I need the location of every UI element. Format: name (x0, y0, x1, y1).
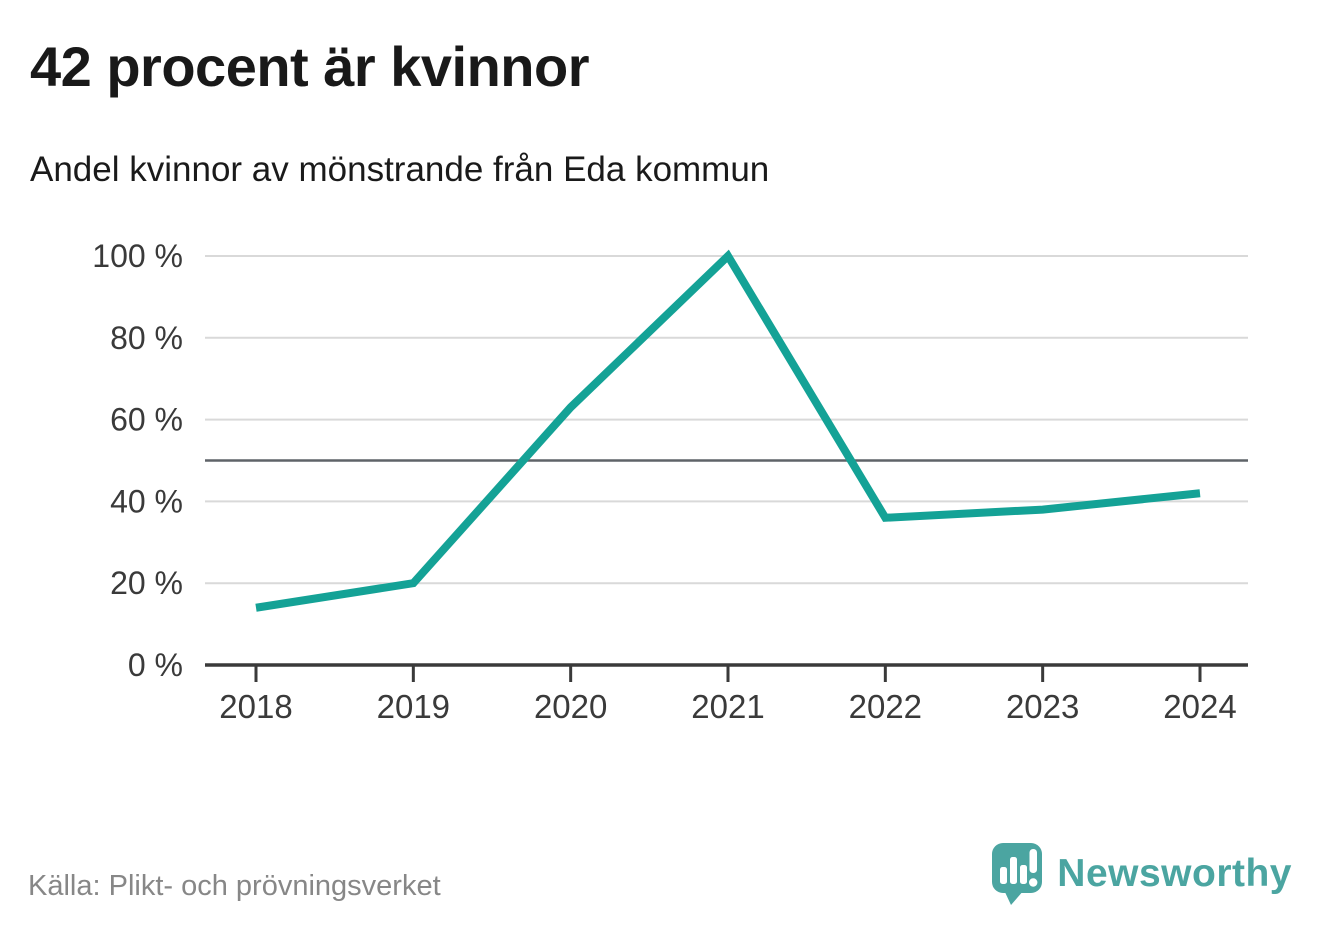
x-tick-label-2022: 2022 (849, 688, 922, 725)
trend-line (255, 249, 1201, 612)
x-tick-label-2023: 2023 (1006, 688, 1079, 725)
x-tick-label-2020: 2020 (534, 688, 607, 725)
logo-bar-3 (1020, 865, 1028, 884)
logo-exclamation-bar (1029, 849, 1038, 873)
x-tick-label-2021: 2021 (691, 688, 764, 725)
logo-exclamation-dot (1029, 878, 1038, 887)
x-tick-label-2019: 2019 (377, 688, 450, 725)
y-tick-label-40: 40 % (110, 483, 183, 519)
logo-bar-2 (1010, 857, 1018, 884)
page-title: 42 procent är kvinnor (30, 35, 590, 98)
y-tick-label-100: 100 % (92, 238, 183, 274)
chart-subtitle: Andel kvinnor av mönstrande från Eda kom… (30, 150, 770, 189)
x-tick-label-2018: 2018 (219, 688, 292, 725)
x-tick-label-2024: 2024 (1163, 688, 1236, 725)
newsworthy-logo-icon (991, 842, 1043, 911)
y-tick-label-20: 20 % (110, 565, 183, 601)
source-note: Källa: Plikt- och prövningsverket (28, 870, 441, 902)
newsworthy-wordmark: Newsworthy (1057, 852, 1292, 895)
y-tick-label-0: 0 % (128, 647, 183, 683)
y-tick-label-80: 80 % (110, 320, 183, 356)
logo-bar-1 (1000, 867, 1008, 884)
y-tick-label-60: 60 % (110, 402, 183, 438)
newsworthy-logo: Newsworthy (991, 842, 1292, 911)
